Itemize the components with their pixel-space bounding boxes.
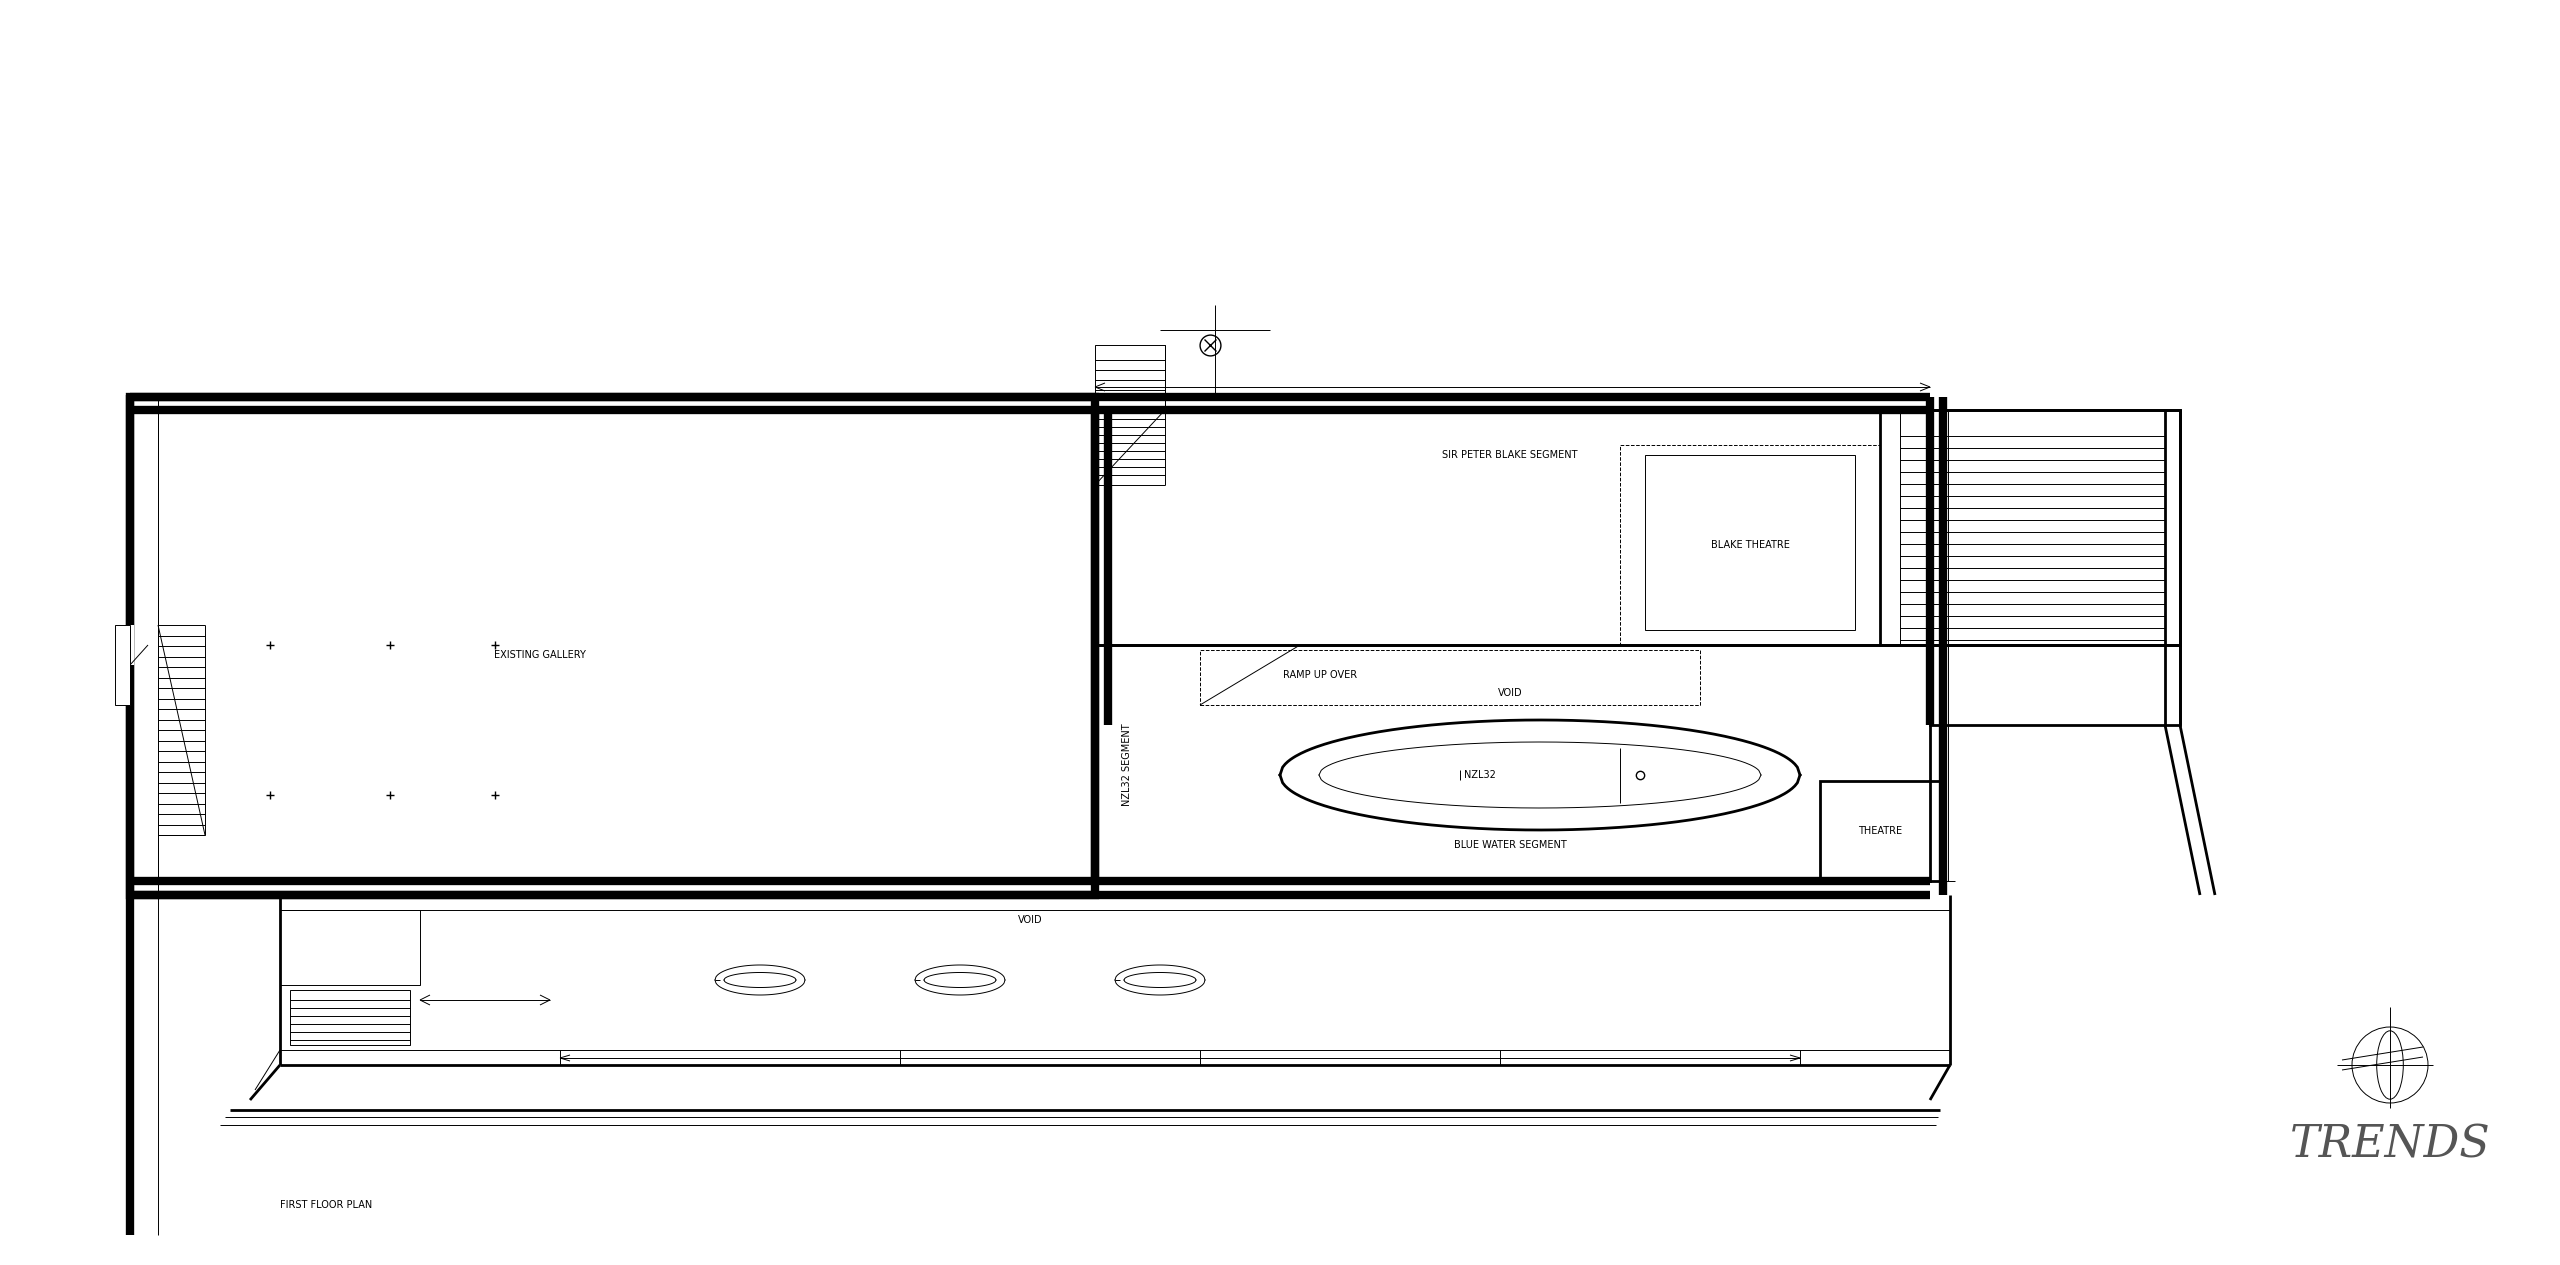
Text: TRENDS: TRENDS [2289, 1123, 2491, 1166]
Bar [1930, 645, 2181, 725]
Bar [279, 910, 420, 985]
Bar [1096, 345, 1165, 410]
Bar [1096, 645, 1930, 880]
Text: BLUE WATER SEGMENT: BLUE WATER SEGMENT [1454, 840, 1567, 850]
Text: SIR PETER BLAKE SEGMENT: SIR PETER BLAKE SEGMENT [1441, 450, 1577, 460]
Bar [1820, 781, 1940, 880]
Text: VOID: VOID [1019, 915, 1042, 925]
Bar [115, 625, 131, 705]
Bar [131, 397, 1096, 896]
Bar [131, 397, 159, 896]
Text: FIRST FLOOR PLAN: FIRST FLOOR PLAN [279, 1200, 371, 1211]
Bar [1096, 410, 1930, 645]
Text: BLAKE THEATRE: BLAKE THEATRE [1710, 540, 1789, 550]
Text: VOID: VOID [1498, 688, 1523, 698]
Bar [1201, 650, 1700, 705]
Bar [289, 990, 410, 1045]
Text: RAMP UP OVER: RAMP UP OVER [1283, 670, 1357, 681]
Text: NZL32: NZL32 [1464, 770, 1495, 781]
Text: EXISTING GALLERY: EXISTING GALLERY [494, 650, 586, 660]
Text: THEATRE: THEATRE [1859, 826, 1902, 836]
Bar [1879, 410, 2181, 645]
Bar [1646, 455, 1856, 630]
Text: NZL32 SEGMENT: NZL32 SEGMENT [1121, 724, 1132, 806]
Bar [1620, 445, 1879, 645]
Bar [1930, 410, 2181, 645]
